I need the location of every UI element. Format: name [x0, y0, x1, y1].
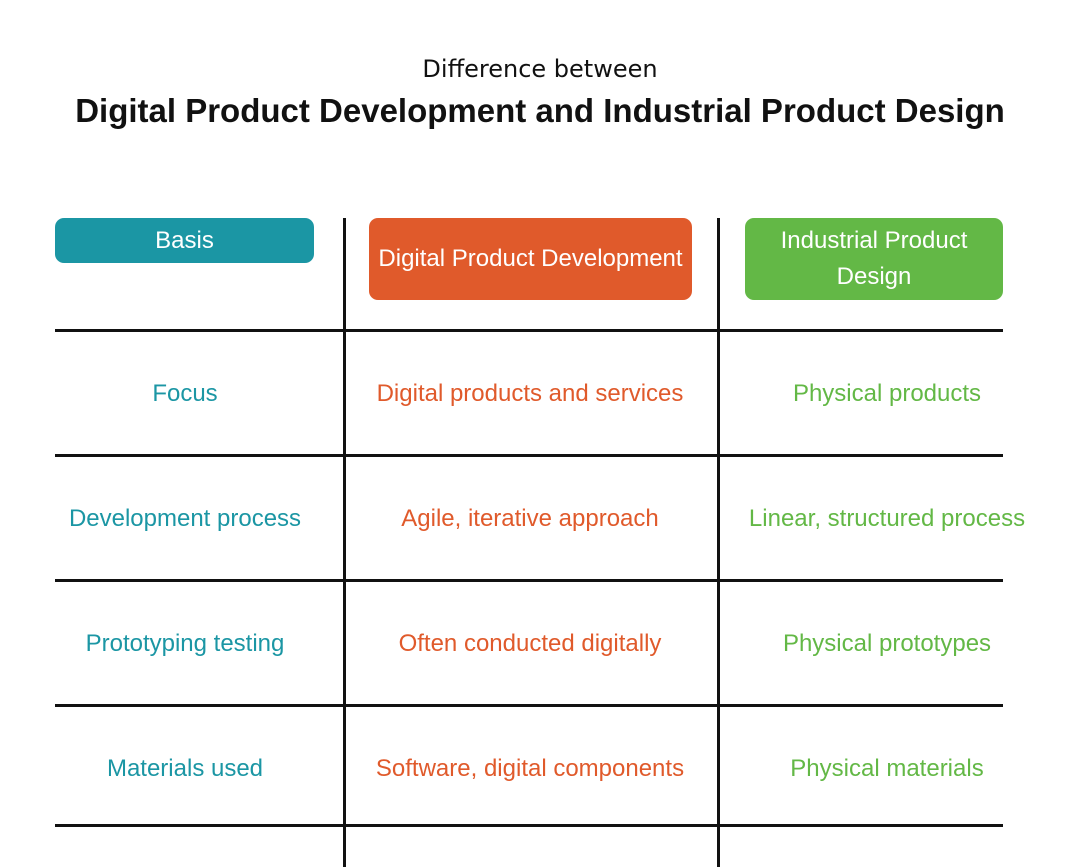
divider — [55, 579, 1003, 582]
column-header: Digital Product Development — [369, 218, 692, 300]
divider — [55, 824, 1003, 827]
subtitle: Difference between — [422, 55, 658, 83]
table-cell: Digital products and services — [376, 379, 684, 407]
divider — [55, 454, 1003, 457]
column-header: Basis — [55, 218, 314, 263]
table-cell: Development process — [68, 504, 302, 532]
table-cell: Physical prototypes — [782, 629, 992, 657]
divider — [717, 218, 720, 867]
divider — [343, 218, 346, 867]
table-cell: Physical products — [792, 379, 982, 407]
table-cell: Agile, iterative approach — [401, 504, 659, 532]
column-header: Industrial Product Design — [745, 218, 1003, 300]
table-cell: Often conducted digitally — [398, 629, 662, 657]
divider — [55, 329, 1003, 332]
table-cell: Focus — [152, 379, 218, 407]
table-cell: Physical materials — [790, 754, 984, 782]
title: Digital Product Development and Industri… — [75, 92, 1005, 129]
table-cell: Prototyping testing — [85, 629, 285, 657]
divider — [55, 704, 1003, 707]
table-cell: Software, digital components — [375, 754, 685, 782]
table-cell: Materials used — [106, 754, 264, 782]
table-cell: Linear, structured process — [748, 504, 1026, 532]
